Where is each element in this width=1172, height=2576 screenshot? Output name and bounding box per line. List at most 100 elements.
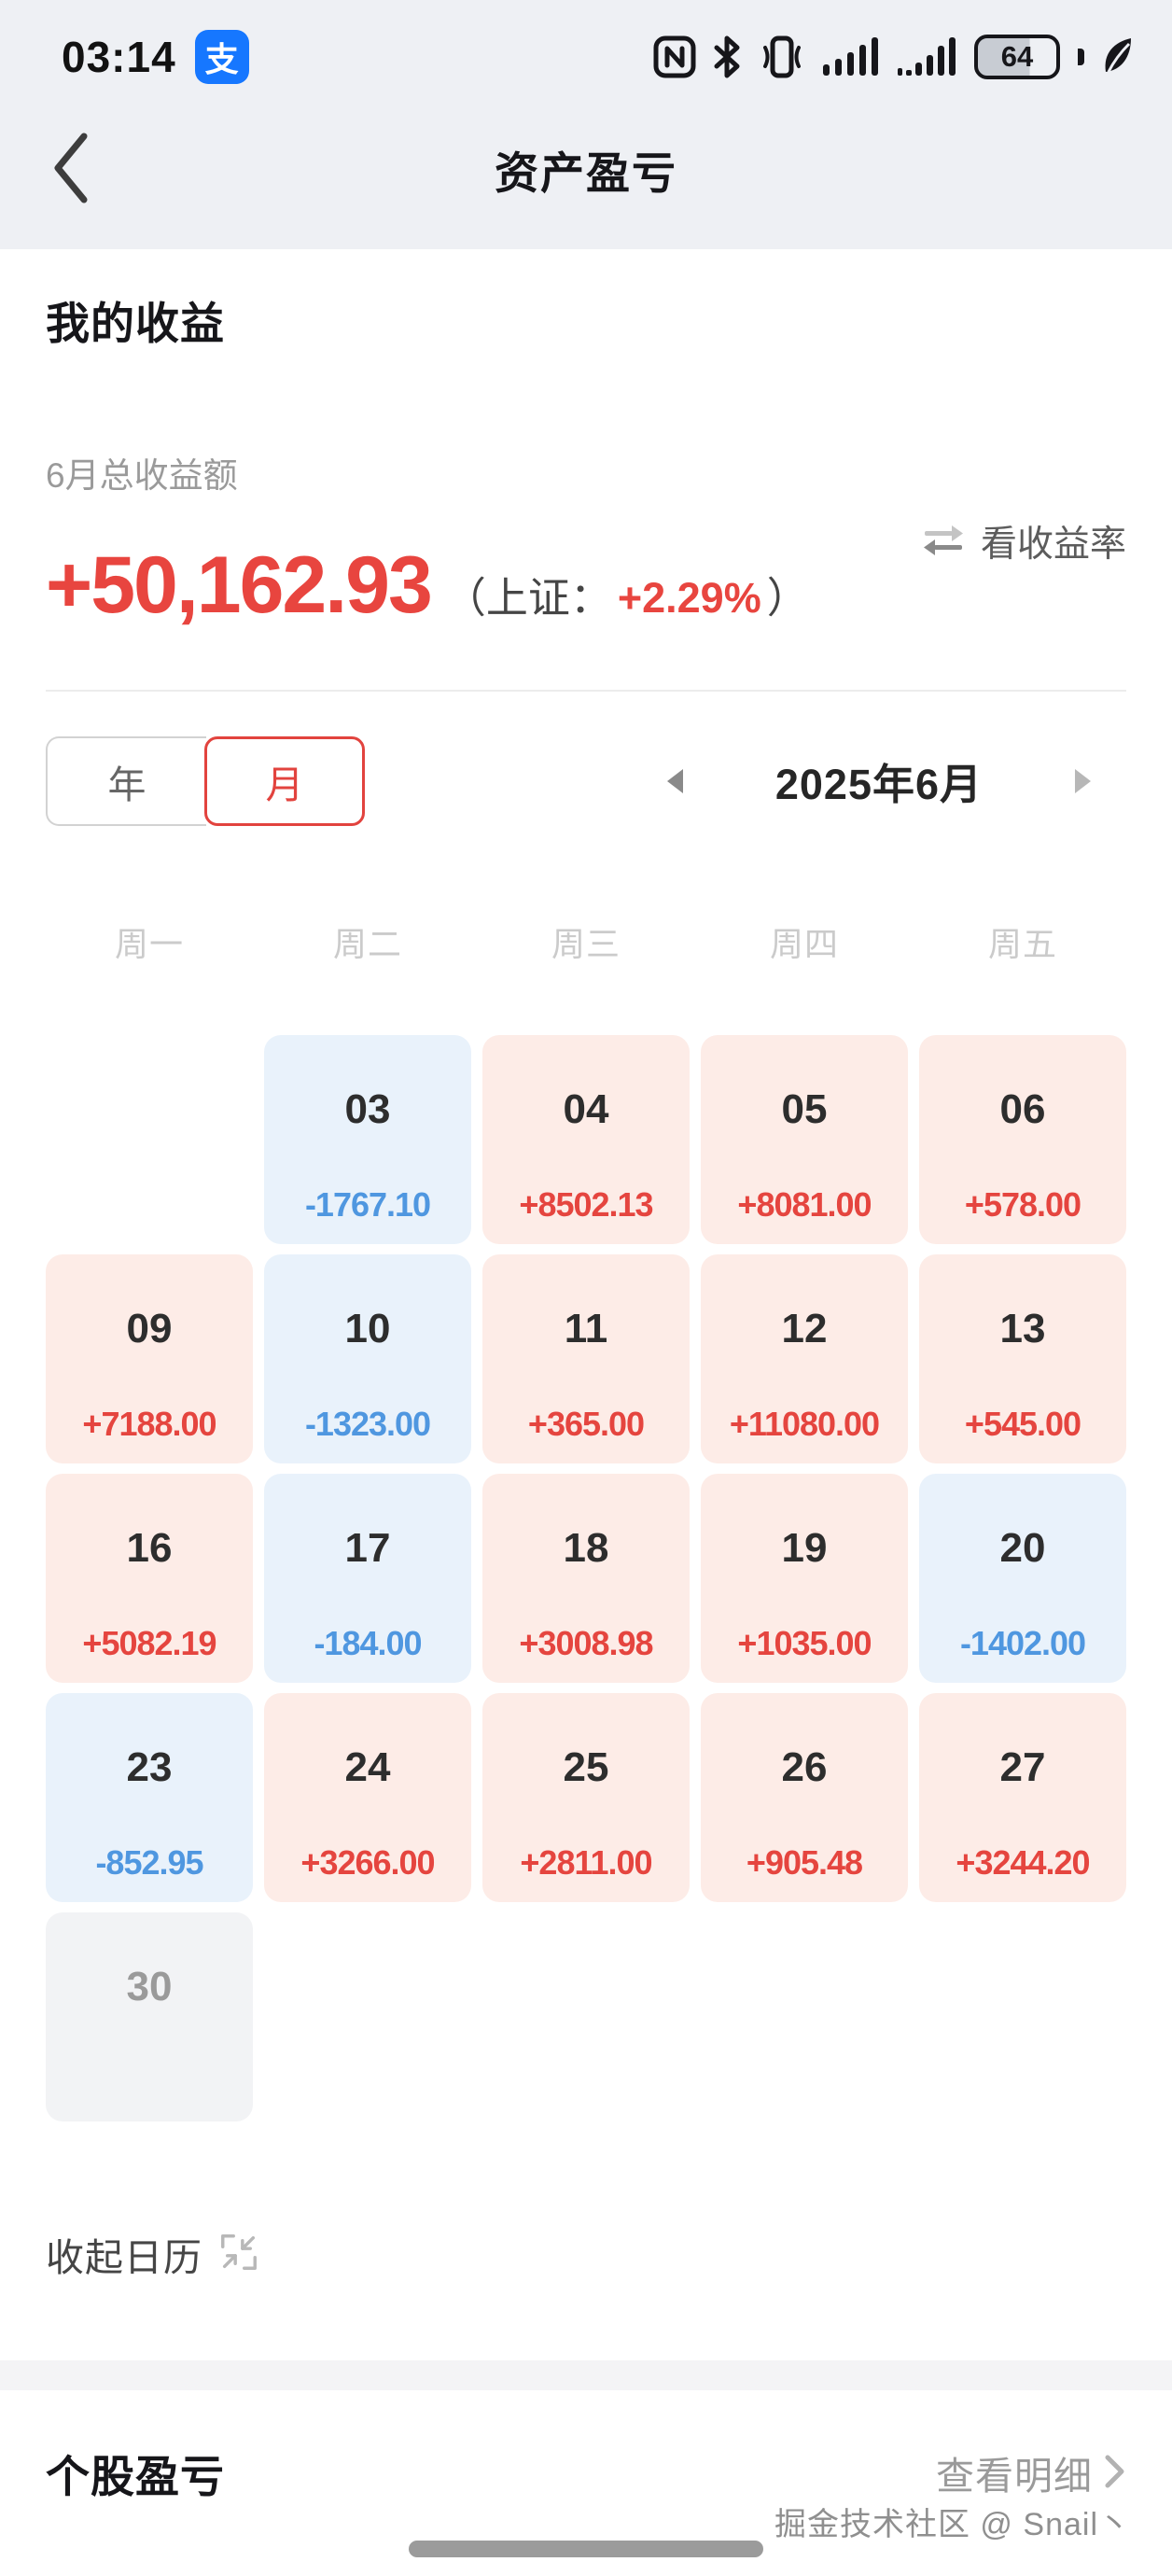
cell-date: 16 bbox=[126, 1524, 173, 1571]
cell-date: 30 bbox=[126, 1963, 173, 2009]
cell-date: 26 bbox=[781, 1743, 828, 1790]
calendar-cell-03[interactable]: 03 -1767.10 bbox=[264, 1034, 471, 1244]
cell-date: 04 bbox=[563, 1085, 609, 1132]
view-rate-toggle[interactable]: 看收益率 bbox=[921, 515, 1126, 567]
calendar-cell-20[interactable]: 20 -1402.00 bbox=[919, 1473, 1126, 1683]
period-mode-segmented-control: 年 月 bbox=[46, 735, 365, 826]
battery-nub bbox=[1078, 49, 1084, 65]
cell-date: 24 bbox=[344, 1743, 391, 1790]
calendar-cell-18[interactable]: 18 +3008.98 bbox=[482, 1473, 690, 1683]
total-amount-row: +50,162.93 （上证： +2.29% ） bbox=[46, 539, 1126, 632]
cell-date: 12 bbox=[781, 1305, 828, 1351]
bluetooth-icon bbox=[711, 35, 743, 79]
calendar-controls: 年 月 2025年6月 bbox=[46, 735, 1126, 826]
status-bar-left: 03:14 支 bbox=[62, 30, 249, 84]
mode-month-button[interactable]: 月 bbox=[204, 735, 365, 826]
weekday-monday: 周一 bbox=[114, 924, 184, 963]
calendar-cell-13[interactable]: 13 +545.00 bbox=[919, 1253, 1126, 1463]
view-details-label: 查看明细 bbox=[936, 2455, 1093, 2499]
calendar-cell-10[interactable]: 10 -1323.00 bbox=[264, 1253, 471, 1463]
status-bar-right: 64 bbox=[653, 35, 1137, 79]
calendar-cell-27[interactable]: 27 +3244.20 bbox=[919, 1692, 1126, 1902]
battery-indicator: 64 bbox=[974, 35, 1060, 79]
calendar-cell-empty bbox=[264, 1912, 471, 2121]
spacer bbox=[46, 2282, 1126, 2360]
calendar-cell-06[interactable]: 06 +578.00 bbox=[919, 1034, 1126, 1244]
cell-date: 19 bbox=[781, 1524, 828, 1571]
calendar-cell-26[interactable]: 26 +905.48 bbox=[701, 1692, 908, 1902]
page-title: 资产盈亏 bbox=[495, 148, 677, 198]
main-content: 我的收益 6月总收益额 看收益率 +50,162.93 （上证： +2.29% … bbox=[0, 249, 1172, 2360]
cell-value: +365.00 bbox=[527, 1404, 645, 1443]
period-total-label: 6月总收益额 bbox=[46, 456, 238, 495]
cell-value: -852.95 bbox=[95, 1842, 203, 1882]
calendar-cell-19[interactable]: 19 +1035.00 bbox=[701, 1473, 908, 1683]
cell-date: 23 bbox=[126, 1743, 173, 1790]
cell-value: -1402.00 bbox=[959, 1623, 1086, 1662]
calendar-cell-17[interactable]: 17 -184.00 bbox=[264, 1473, 471, 1683]
cell-date: 17 bbox=[344, 1524, 391, 1571]
calendar-cell-23[interactable]: 23 -852.95 bbox=[46, 1692, 253, 1902]
cell-value: +8081.00 bbox=[737, 1184, 872, 1224]
cell-value: -184.00 bbox=[314, 1623, 422, 1662]
home-indicator-bar[interactable] bbox=[409, 2541, 763, 2557]
weekday-tuesday: 周二 bbox=[332, 924, 402, 963]
stocks-section: 个股盈亏 查看明细 bbox=[0, 2389, 1172, 2505]
calendar-cell-05[interactable]: 05 +8081.00 bbox=[701, 1034, 908, 1244]
calendar-cell-empty bbox=[46, 1035, 253, 1244]
cell-date: 18 bbox=[563, 1524, 609, 1571]
cell-value: +545.00 bbox=[964, 1404, 1081, 1443]
mode-year-button[interactable]: 年 bbox=[46, 735, 206, 826]
weekday-header-row: 周一 周二 周三 周四 周五 bbox=[46, 917, 1126, 966]
calendar-cell-30[interactable]: 30 bbox=[46, 1911, 253, 2121]
calendar-cell-09[interactable]: 09 +7188.00 bbox=[46, 1253, 253, 1463]
battery-level: 64 bbox=[1000, 40, 1034, 73]
calendar-cell-empty bbox=[482, 1912, 690, 2121]
cell-date: 05 bbox=[781, 1085, 828, 1132]
index-label-close: ） bbox=[766, 574, 809, 622]
next-month-button[interactable] bbox=[1070, 763, 1095, 800]
calendar-cell-25[interactable]: 25 +2811.00 bbox=[482, 1692, 690, 1902]
cell-date: 09 bbox=[126, 1305, 173, 1351]
cell-value: +11080.00 bbox=[729, 1404, 880, 1443]
cell-value: +578.00 bbox=[964, 1184, 1081, 1224]
cell-date: 11 bbox=[564, 1305, 608, 1351]
cell-value: +8502.13 bbox=[519, 1184, 653, 1224]
weekday-wednesday: 周三 bbox=[551, 924, 621, 963]
back-button[interactable] bbox=[50, 128, 106, 212]
stocks-section-title: 个股盈亏 bbox=[46, 2451, 225, 2501]
cell-value: +3244.20 bbox=[956, 1842, 1090, 1882]
section-separator-band bbox=[0, 2359, 1172, 2390]
watermark-text: 掘金技术社区 @ Snail丶 bbox=[774, 2507, 1131, 2542]
index-label-open: （上证： bbox=[443, 574, 612, 622]
view-rate-label: 看收益率 bbox=[980, 525, 1126, 565]
weekday-friday: 周五 bbox=[987, 924, 1057, 963]
cell-value: +905.48 bbox=[746, 1842, 863, 1882]
calendar-cell-12[interactable]: 12 +11080.00 bbox=[701, 1253, 908, 1463]
cell-date: 20 bbox=[999, 1524, 1046, 1571]
income-summary: 6月总收益额 看收益率 +50,162.93 （上证： +2.29% ） bbox=[46, 457, 1126, 632]
cell-value: +2811.00 bbox=[520, 1842, 652, 1882]
index-change-value: +2.29% bbox=[617, 574, 761, 622]
total-amount: +50,162.93 bbox=[46, 540, 433, 630]
chevron-right-icon bbox=[1104, 2453, 1126, 2493]
collapse-calendar-label: 收起日历 bbox=[46, 2235, 202, 2279]
cell-value: +7188.00 bbox=[82, 1404, 216, 1443]
calendar-cell-04[interactable]: 04 +8502.13 bbox=[482, 1034, 690, 1244]
calendar-cell-11[interactable]: 11 +365.00 bbox=[482, 1253, 690, 1463]
cell-date: 13 bbox=[999, 1305, 1046, 1351]
view-details-link[interactable]: 查看明细 bbox=[936, 2444, 1126, 2500]
cell-value: -1767.10 bbox=[304, 1184, 431, 1224]
back-chevron-icon bbox=[50, 131, 91, 208]
cell-date: 25 bbox=[563, 1743, 609, 1790]
calendar-cell-empty bbox=[919, 1912, 1126, 2121]
previous-month-button[interactable] bbox=[663, 763, 688, 800]
calendar-cell-empty bbox=[701, 1912, 908, 2121]
cell-date: 06 bbox=[999, 1085, 1046, 1132]
calendar-cell-16[interactable]: 16 +5082.19 bbox=[46, 1473, 253, 1683]
header: 03:14 支 64 bbox=[0, 0, 1172, 249]
weekday-thursday: 周四 bbox=[769, 924, 839, 963]
collapse-calendar-button[interactable]: 收起日历 bbox=[46, 2226, 260, 2282]
chevron-left-icon bbox=[667, 768, 684, 793]
calendar-cell-24[interactable]: 24 +3266.00 bbox=[264, 1692, 471, 1902]
